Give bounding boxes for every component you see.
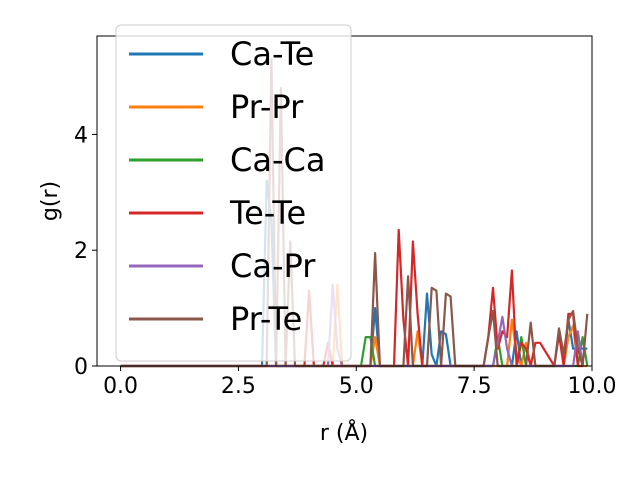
legend-label-pr-pr: Pr-Pr (230, 88, 304, 126)
x-tick-label: 7.5 (457, 374, 492, 399)
x-tick-label: 2.5 (221, 374, 256, 399)
y-axis-label: g(r) (38, 181, 63, 221)
legend-label-ca-pr: Ca-Pr (230, 247, 316, 285)
legend-label-te-te: Te-Te (229, 194, 306, 232)
legend-label-pr-te: Pr-Te (230, 300, 302, 338)
x-axis-label: r (Å) (320, 419, 368, 446)
legend-label-ca-ca: Ca-Ca (230, 141, 325, 179)
y-tick-label: 0 (74, 355, 88, 380)
y-tick-label: 2 (74, 239, 88, 264)
x-tick-label: 0.0 (103, 374, 138, 399)
legend: Ca-Te Pr-Pr Ca-Ca Te-Te Ca-Pr Pr-Te (115, 24, 352, 362)
legend-box (115, 24, 352, 362)
y-axis: 0 2 4 (74, 123, 97, 380)
x-tick-label: 10.0 (568, 374, 617, 399)
legend-label-ca-te: Ca-Te (230, 35, 314, 73)
y-tick-label: 4 (74, 123, 88, 148)
x-tick-label: 5.0 (339, 374, 374, 399)
x-axis: 0.0 2.5 5.0 7.5 10.0 (103, 366, 616, 399)
